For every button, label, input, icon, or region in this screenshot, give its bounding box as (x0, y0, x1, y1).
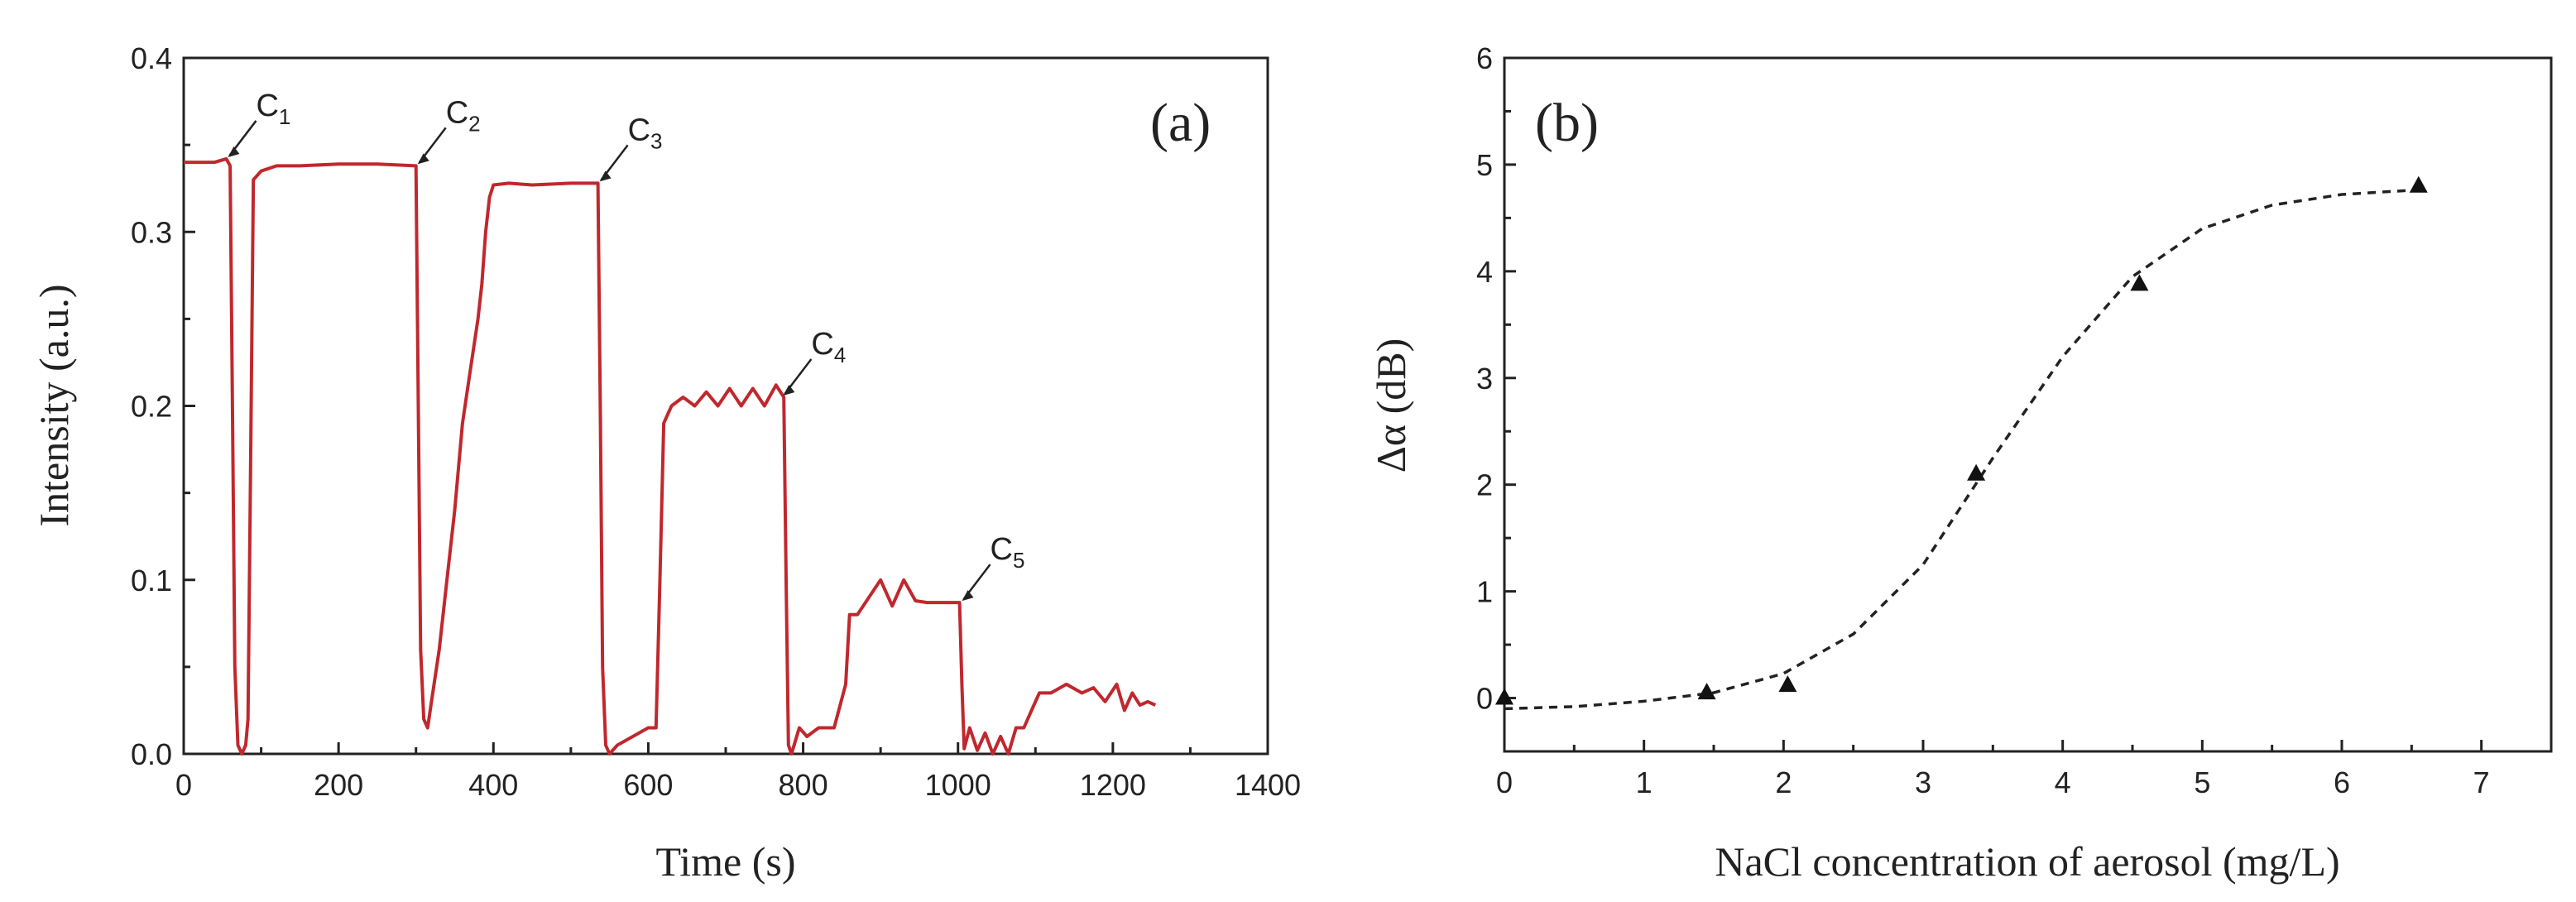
panel-b-concentration-chart: 0 1 2 3 4 5 6 7 0 1 2 3 4 5 6 NaCl concentration of ae… (1368, 41, 2553, 885)
panel-a-x-tick-label: 1000 (925, 768, 991, 802)
panel-b-y-tick-label: 5 (1476, 148, 1493, 182)
panel-b-data (1495, 175, 2428, 711)
panel-b-x-tick-label: 4 (2055, 765, 2071, 799)
panel-b-tick-labels: 0 1 2 3 4 5 6 7 0 1 2 3 4 5 6 (1476, 41, 2490, 799)
panel-a-data (184, 156, 1157, 756)
panel-a-x-tick-label: 1400 (1235, 768, 1301, 802)
panel-b-data-point (1495, 688, 1513, 705)
panel-a-intensity-line (184, 156, 1157, 756)
annotation-label: C2 (446, 95, 481, 136)
panel-b-y-tick-label: 1 (1476, 575, 1493, 609)
annotation-c3: C3 (599, 113, 663, 182)
panel-b-x-tick-label: 6 (2334, 765, 2350, 799)
panel-a-x-tick-label: 1200 (1080, 768, 1146, 802)
panel-b-x-tick-label: 0 (1496, 765, 1513, 799)
annotation-arrowhead (783, 384, 795, 396)
annotation-c5: C5 (962, 532, 1025, 602)
panel-a-y-tick-label: 0.2 (131, 390, 172, 424)
panel-b-y-tick-label: 6 (1476, 41, 1493, 75)
panel-b-y-tick-label: 2 (1476, 468, 1493, 502)
panel-a-ticks (182, 56, 1269, 756)
panel-a-annotations: C1 C2 C3 C4 C5 (228, 89, 1025, 602)
panel-b-x-tick-label: 2 (1775, 765, 1792, 799)
panel-b-ticks (1503, 56, 2483, 753)
panel-a-x-tick-label: 200 (314, 768, 363, 802)
annotation-label: C1 (256, 89, 290, 129)
panel-b-data-point (1967, 463, 1986, 481)
panel-b-x-tick-label: 7 (2473, 765, 2490, 799)
panel-b-y-tick-label: 4 (1476, 255, 1493, 289)
panel-b-label: (b) (1535, 93, 1599, 153)
panel-a-x-tick-label: 0 (175, 768, 192, 802)
panel-a-x-tick-label: 600 (623, 768, 673, 802)
annotation-arrowhead (599, 170, 612, 182)
annotation-label: C3 (628, 113, 663, 153)
panel-a-y-tick-label: 0.4 (131, 41, 172, 75)
panel-a-y-tick-label: 0.0 (131, 737, 172, 771)
panel-a-y-axis-title: Intensity (a.u.) (31, 285, 77, 527)
panel-b-data-point (1697, 683, 1716, 700)
panel-b-plot-frame (1503, 56, 2553, 753)
annotation-c4: C4 (783, 327, 846, 396)
panel-a-label: (a) (1150, 93, 1211, 153)
annotation-c2: C2 (417, 95, 481, 165)
panel-b-x-tick-label: 5 (2194, 765, 2210, 799)
panel-b-data-point (2130, 274, 2149, 291)
annotation-arrowhead (962, 590, 974, 602)
panel-b-fit-curve (1504, 189, 2412, 711)
panel-b-y-tick-label: 3 (1476, 362, 1493, 396)
panel-a-time-intensity-chart: 0 200 400 600 800 1000 1200 1400 0.0 0.1 0.2 0.3 0.4… (31, 41, 1301, 885)
panel-a-y-tick-label: 0.3 (131, 215, 172, 249)
panel-a-x-tick-label: 800 (779, 768, 828, 802)
panel-a-tick-labels: 0 200 400 600 800 1000 1200 1400 0.0 0.1 0.2 0.3 0.4 (131, 41, 1301, 802)
annotation-arrowhead (228, 146, 240, 157)
annotation-label: C5 (991, 532, 1025, 573)
panel-b-data-point (2409, 175, 2428, 193)
panel-a-x-axis-title: Time (s) (655, 838, 795, 885)
panel-b-x-axis-title: NaCl concentration of aerosol (mg/L) (1715, 838, 2339, 885)
panel-b-x-tick-label: 3 (1915, 765, 1931, 799)
panel-a-y-tick-label: 0.1 (131, 564, 172, 597)
annotation-label: C4 (811, 327, 846, 367)
panel-b-x-tick-label: 1 (1636, 765, 1653, 799)
panel-b-data-point (1778, 675, 1797, 693)
annotation-arrowhead (417, 153, 429, 165)
annotation-c1: C1 (228, 89, 290, 157)
panel-b-y-axis-title: Δα (dB) (1368, 338, 1414, 473)
panel-a-x-tick-label: 400 (468, 768, 518, 802)
panel-b-y-tick-label: 0 (1476, 682, 1493, 716)
panel-a-plot-frame (182, 56, 1269, 756)
